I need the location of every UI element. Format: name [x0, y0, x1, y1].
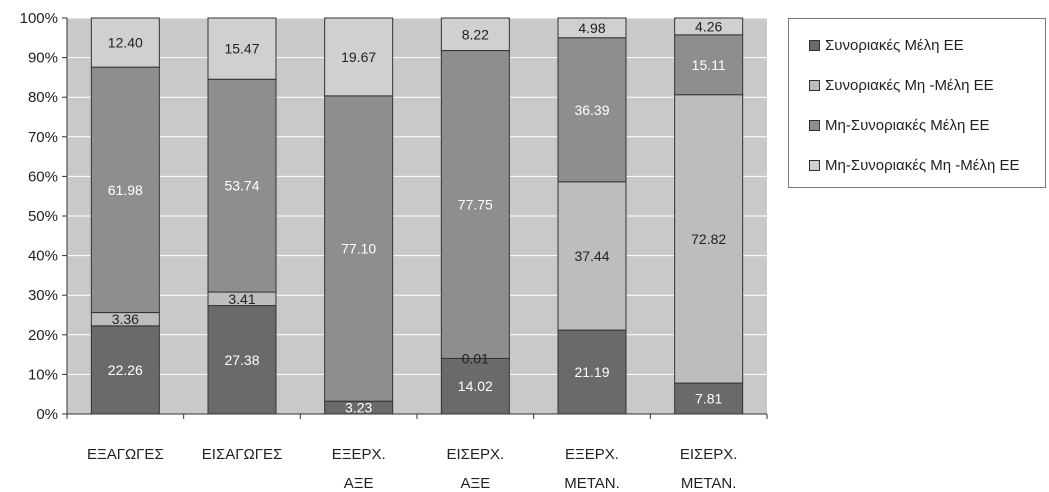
- data-label: 36.39: [574, 102, 609, 118]
- data-label: 8.22: [462, 26, 489, 42]
- data-label: 4.26: [695, 18, 722, 34]
- bar-segment: [674, 34, 744, 96]
- y-tick-label: 70%: [28, 129, 58, 146]
- bar-segment: [674, 382, 744, 415]
- data-label: 61.98: [108, 182, 143, 198]
- data-label: 3.23: [345, 400, 372, 416]
- x-tick-label: ΜΕΤΑΝ.: [564, 475, 620, 492]
- bar-segment: [557, 17, 627, 39]
- bar-segment: [674, 17, 744, 36]
- y-tick-label: 90%: [28, 50, 58, 67]
- y-tick-label: 80%: [28, 89, 58, 106]
- bar-segment: [440, 357, 510, 415]
- legend-item-2: Μη-Συνοριακές Μέλη ΕΕ: [809, 115, 989, 135]
- bar-segment: [207, 17, 277, 80]
- bar-segment: [557, 329, 627, 415]
- data-label: 15.47: [224, 41, 259, 57]
- x-tick-label: ΕΙΣΕΡΧ.: [447, 446, 505, 463]
- legend-item-0: Συνοριακές Μέλη ΕΕ: [809, 35, 964, 55]
- data-label: 7.81: [695, 391, 722, 407]
- y-tick-label: 60%: [28, 168, 58, 185]
- data-label: 14.02: [458, 378, 493, 394]
- data-label: 12.40: [108, 35, 143, 51]
- x-axis-tick-labels: ΕΞΑΓΩΓΕΣ ΕΙΣΑΓΩΓΕΣ ΕΞΕΡΧ. ΑΞΕ ΕΙΣΕΡΧ. ΑΞΕ ΕΞΕΡ…: [87, 446, 738, 492]
- bar-segment: [324, 95, 394, 402]
- y-tick-label: 10%: [28, 366, 58, 383]
- data-label: 22.26: [108, 362, 143, 378]
- data-label: 3.41: [228, 291, 255, 307]
- x-tick-label: ΕΙΣΑΓΩΓΕΣ: [202, 446, 282, 463]
- data-label: 77.75: [458, 196, 493, 212]
- data-label: 0.01: [462, 350, 489, 366]
- data-label: 21.19: [574, 364, 609, 380]
- legend-label-1: Συνοριακές Μη -Μέλη ΕΕ: [825, 76, 994, 94]
- legend-swatch-3: [809, 159, 820, 171]
- legend-swatch-1: [809, 79, 820, 91]
- data-label: 53.74: [224, 178, 259, 194]
- bar-segment: [207, 78, 277, 293]
- bar-segment: [674, 94, 744, 384]
- bar-segment: [90, 325, 160, 415]
- data-label: 37.44: [574, 248, 609, 264]
- legend-item-1: Συνοριακές Μη -Μέλη ΕΕ: [809, 75, 994, 95]
- x-tick-label: ΜΕΤΑΝ.: [681, 475, 737, 492]
- y-axis-tick-labels: 0% 10% 20% 30% 40% 50% 60% 70% 80% 90% 100%: [20, 10, 58, 423]
- data-label: 77.10: [341, 241, 376, 257]
- data-label: 3.36: [112, 311, 139, 327]
- data-label: 4.98: [578, 20, 605, 36]
- legend-label-0: Συνοριακές Μέλη ΕΕ: [825, 36, 964, 54]
- bar-segment: [440, 50, 510, 359]
- y-tick-label: 0%: [36, 406, 58, 423]
- y-tick-label: 20%: [28, 327, 58, 344]
- axes: [62, 17, 768, 419]
- x-tick-label: ΕΞΕΡΧ.: [565, 446, 619, 463]
- x-tick-label: ΑΞΕ: [460, 475, 490, 492]
- data-label: 15.11: [692, 57, 726, 73]
- legend: Συνοριακές Μέλη ΕΕ Συνοριακές Μη -Μέλη Ε…: [788, 18, 1046, 188]
- bar-segment: [324, 17, 394, 97]
- x-tick-label: ΕΞΕΡΧ.: [332, 446, 386, 463]
- legend-label-3: Μη-Συνοριακές Μη -Μέλη ΕΕ: [825, 156, 1020, 174]
- bar-segment: [440, 17, 510, 52]
- bars: [90, 17, 744, 415]
- x-tick-label: ΕΞΑΓΩΓΕΣ: [87, 446, 164, 463]
- legend-item-3: Μη-Συνοριακές Μη -Μέλη ΕΕ: [809, 155, 1019, 175]
- data-label: 19.67: [341, 49, 376, 65]
- data-labels: 22.26 3.36 61.98 12.40 27.38 3.41 53.74 15.47 3.…: [108, 18, 727, 415]
- data-label: 72.82: [691, 231, 726, 247]
- gridlines: [67, 17, 767, 375]
- data-label: 27.38: [224, 352, 259, 368]
- y-tick-label: 100%: [20, 10, 58, 27]
- legend-swatch-0: [809, 39, 820, 51]
- legend-label-2: Μη-Συνοριακές Μέλη ΕΕ: [825, 116, 990, 134]
- y-tick-label: 50%: [28, 208, 58, 225]
- bar-segment: [90, 17, 160, 68]
- bar-segment: [90, 66, 160, 314]
- legend-swatch-2: [809, 119, 820, 131]
- bar-segment: [557, 181, 627, 331]
- x-tick-label: ΑΞΕ: [344, 475, 374, 492]
- x-tick-label: ΕΙΣΕΡΧ.: [680, 446, 738, 463]
- bar-segment: [557, 37, 627, 183]
- y-tick-label: 30%: [28, 287, 58, 304]
- y-tick-label: 40%: [28, 248, 58, 265]
- bar-segment: [207, 305, 277, 415]
